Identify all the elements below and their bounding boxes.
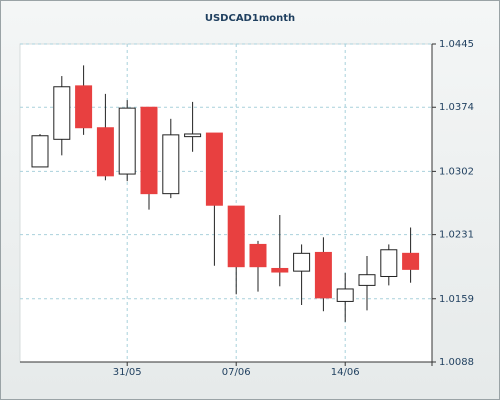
- x-tick-label: 14/06: [331, 367, 360, 378]
- candle-down: [75, 85, 93, 129]
- candle-up: [336, 288, 354, 302]
- candle-up: [380, 249, 398, 277]
- candle-up: [162, 134, 180, 195]
- candle-up: [293, 252, 311, 272]
- candle-up: [118, 107, 136, 175]
- candle-down: [96, 127, 114, 177]
- chart-title: USDCAD1month: [205, 13, 295, 24]
- candle-down: [314, 251, 332, 299]
- y-tick-label: 1.0374: [439, 102, 474, 113]
- y-tick-label: 1.0088: [439, 357, 474, 368]
- candle-down: [140, 106, 158, 195]
- candle-up: [53, 86, 71, 140]
- candle-up: [358, 274, 376, 286]
- candle-up: [184, 133, 202, 138]
- y-tick-label: 1.0159: [439, 294, 474, 305]
- candle-down: [227, 205, 245, 268]
- candle-down: [205, 132, 223, 206]
- candle-down: [271, 267, 289, 273]
- x-tick-label: 31/05: [113, 367, 142, 378]
- candle-down: [249, 243, 267, 268]
- x-tick-label: 07/06: [222, 367, 251, 378]
- y-tick-label: 1.0445: [439, 39, 474, 50]
- y-tick-label: 1.0231: [439, 230, 474, 241]
- candle-down: [402, 252, 420, 270]
- y-tick-label: 1.0302: [439, 166, 474, 177]
- candle-up: [31, 135, 49, 168]
